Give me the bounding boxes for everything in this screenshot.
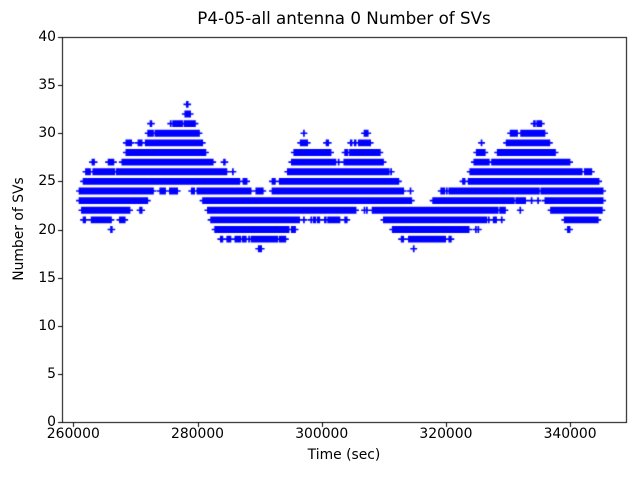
y-tick-label: 35 <box>38 77 56 94</box>
y-tick-label: 5 <box>47 365 56 382</box>
y-tick-label: 10 <box>38 317 56 334</box>
x-tick-label: 320000 <box>419 426 473 442</box>
x-axis-label: Time (sec) <box>307 447 381 463</box>
y-tick-label: 0 <box>47 414 56 430</box>
x-tick-label: 260000 <box>46 426 100 442</box>
x-tick-label: 340000 <box>543 426 597 442</box>
y-tick-label: 40 <box>38 29 56 45</box>
x-tick-label: 300000 <box>295 426 349 442</box>
x-tick-label: 280000 <box>170 426 225 442</box>
y-tick-label: 15 <box>38 269 56 286</box>
y-tick-label: 30 <box>38 125 56 142</box>
y-tick-label: 25 <box>38 173 56 190</box>
y-tick-label: 20 <box>38 221 56 238</box>
chart-title: P4-05-all antenna 0 Number of SVs <box>197 8 491 28</box>
